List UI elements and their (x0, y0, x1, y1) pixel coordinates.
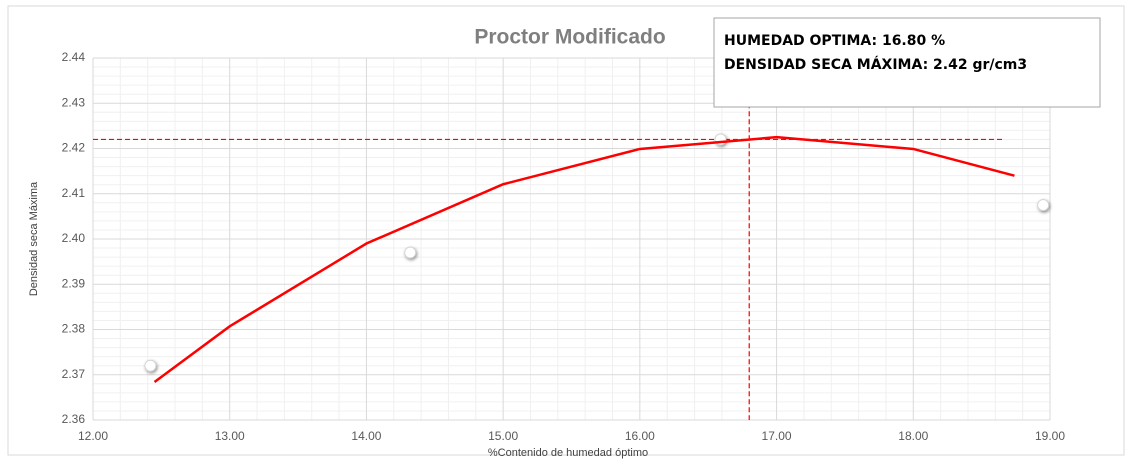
x-tick-label: 18.00 (898, 429, 928, 443)
data-point (144, 359, 157, 372)
y-tick-label: 2.37 (62, 367, 86, 381)
y-tick-label: 2.41 (62, 186, 86, 200)
y-tick-label: 2.40 (62, 231, 86, 245)
annotation: HUMEDAD OPTIMA: 16.80 % (724, 33, 945, 49)
x-tick-label: 19.00 (1035, 429, 1065, 443)
y-tick-label: 2.36 (62, 412, 86, 426)
y-tick-label: 2.42 (62, 141, 86, 155)
chart-title: Proctor Modificado (474, 26, 665, 49)
x-tick-label: 12.00 (78, 429, 108, 443)
data-point (404, 246, 417, 259)
x-tick-label: 16.00 (625, 429, 655, 443)
y-tick-label: 2.38 (62, 322, 86, 336)
trendline (153, 135, 1015, 383)
x-tick-label: 14.00 (351, 429, 381, 443)
x-tick-label: 13.00 (215, 429, 245, 443)
y-tick-label: 2.44 (62, 50, 86, 64)
y-tick-label: 2.43 (62, 95, 86, 109)
y-tick-label: 2.39 (62, 276, 86, 290)
annotation: DENSIDAD SECA MÁXIMA: 2.42 gr/cm3 (724, 56, 1027, 73)
y-axis-title: Densidad seca Máxima (28, 181, 40, 296)
x-tick-label: 17.00 (762, 429, 792, 443)
x-axis-title: %Contenido de humedad óptimo (488, 447, 648, 459)
annotation-box (713, 17, 1101, 108)
data-point (1037, 199, 1050, 211)
x-tick-label: 15.00 (488, 429, 518, 443)
